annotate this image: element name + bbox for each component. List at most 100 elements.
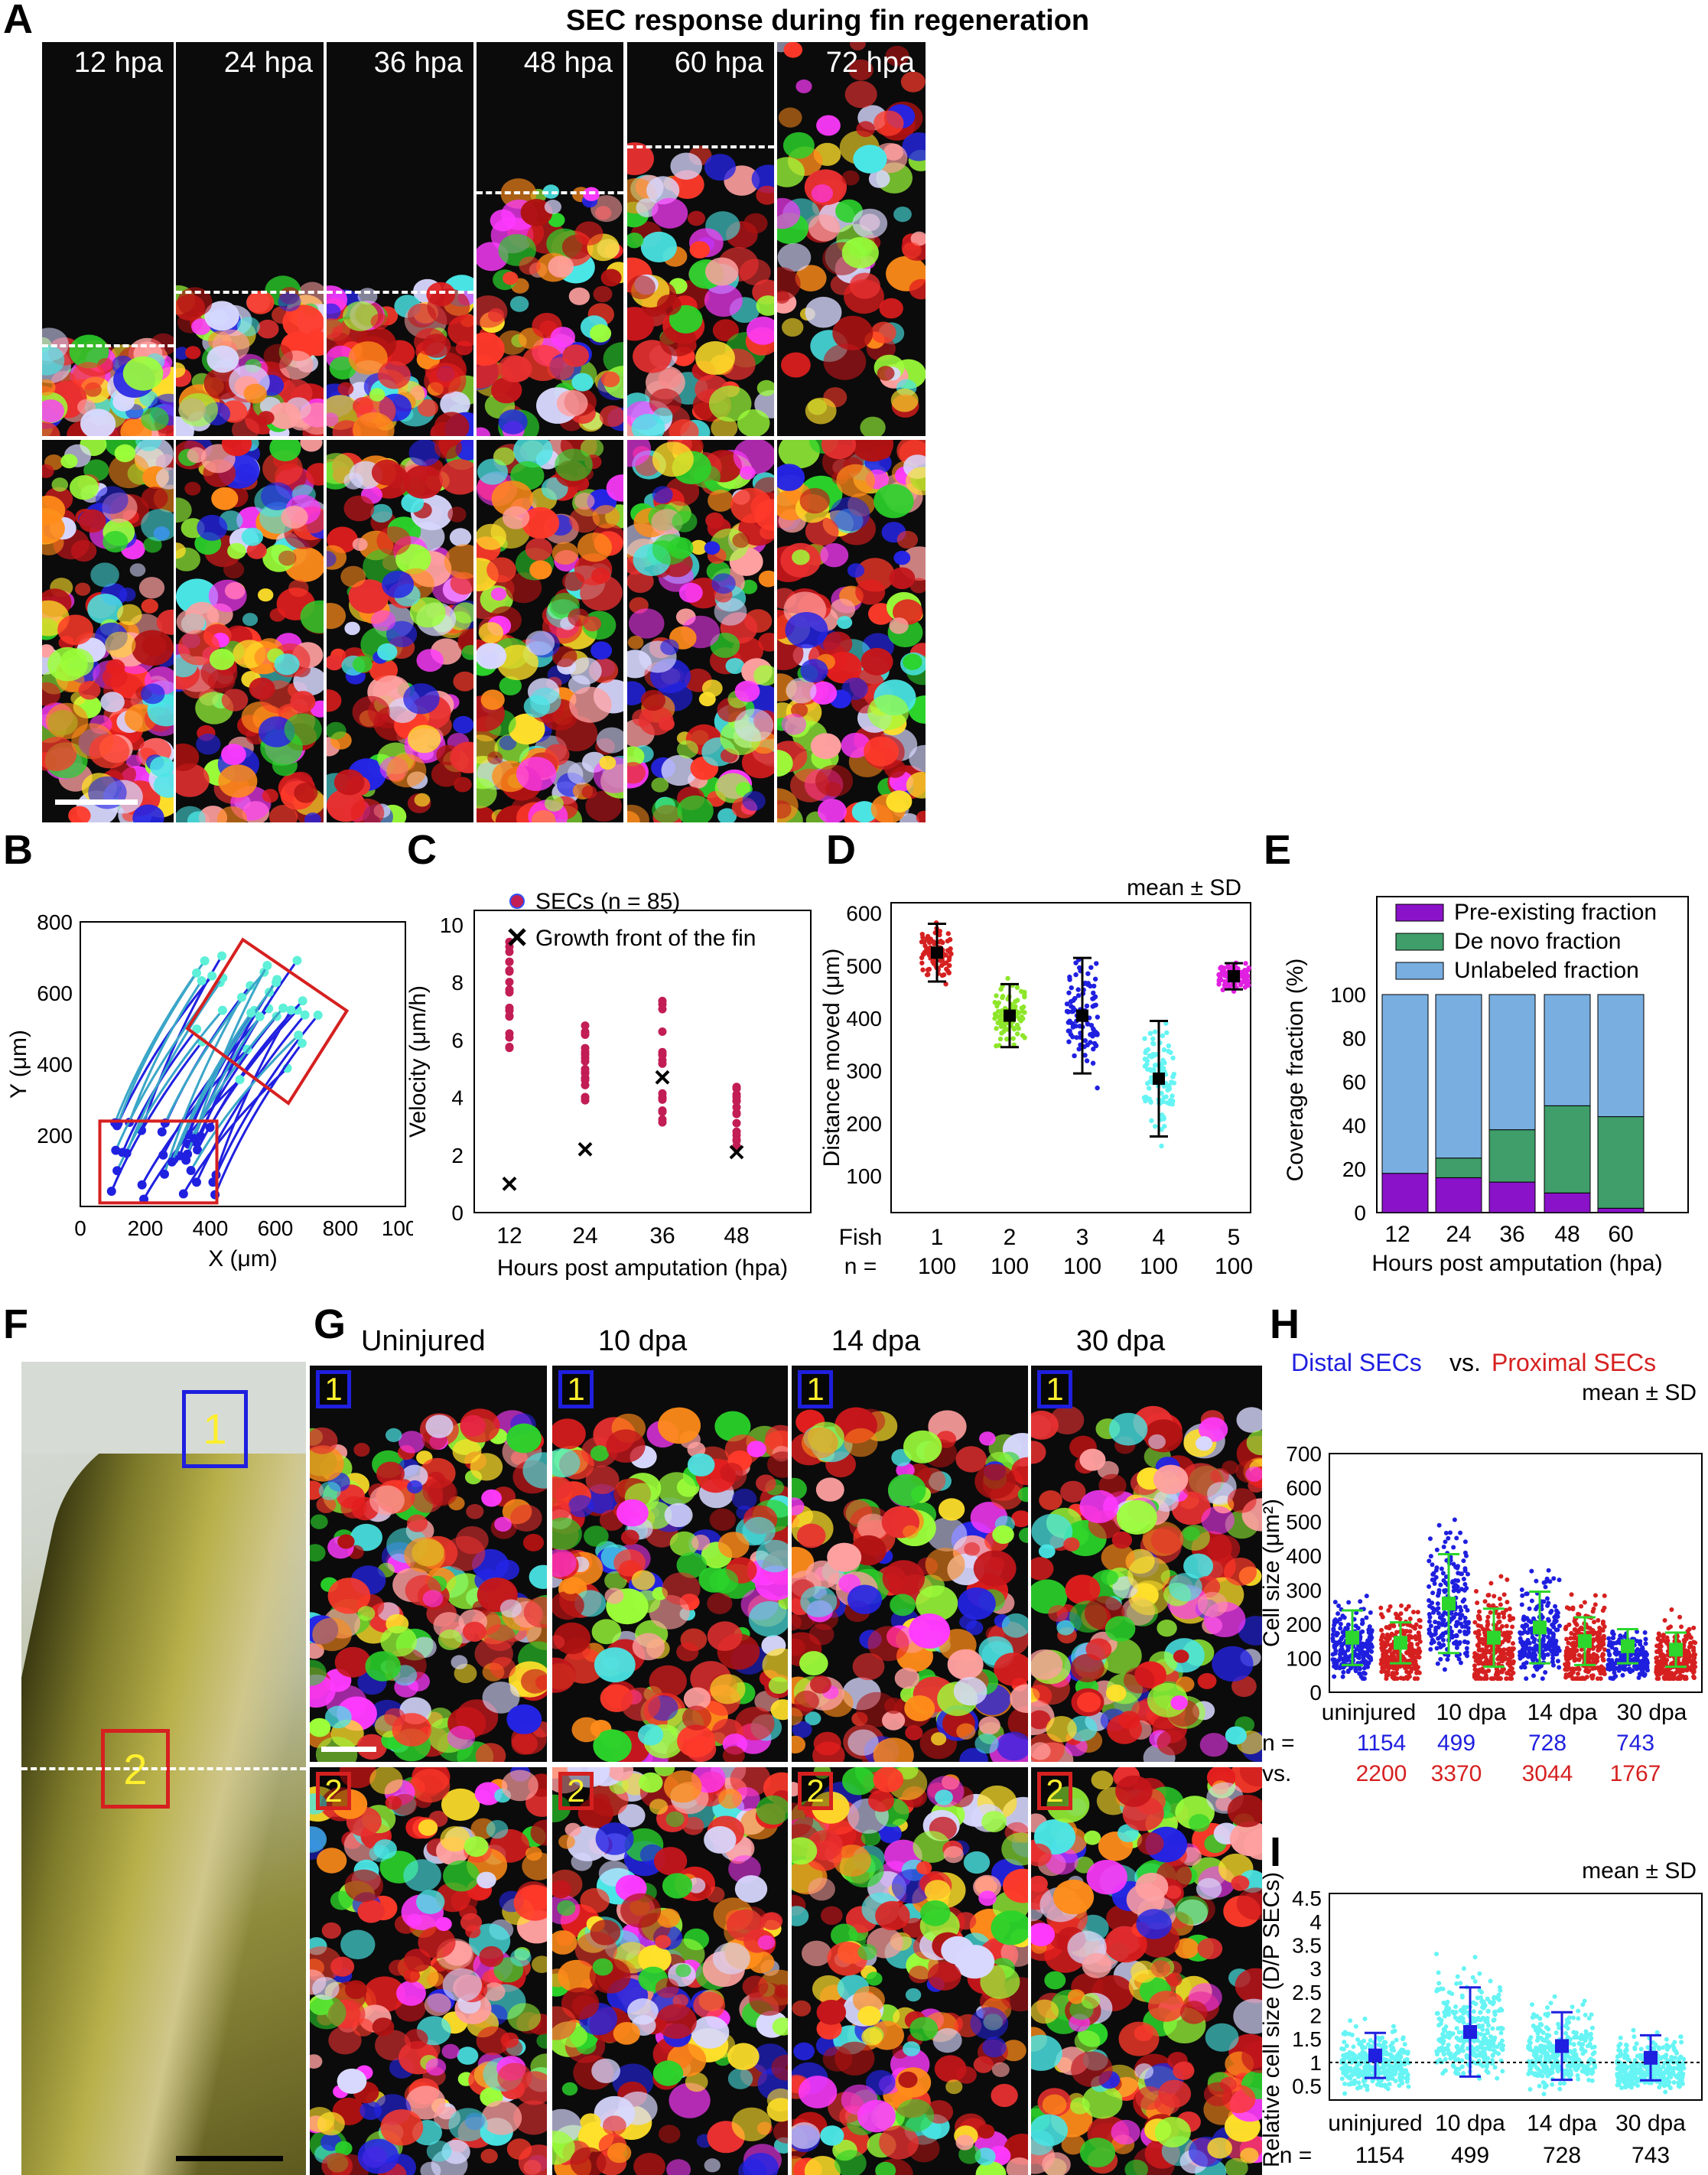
stacked-bar-segment: [1435, 1177, 1482, 1213]
cell-size-point: [1606, 1657, 1612, 1662]
y-tick-label: 500: [846, 954, 882, 978]
relative-size-point: [1361, 2051, 1366, 2056]
cell-size-point: [1587, 1626, 1593, 1631]
column-header: 30 dpa: [1075, 1325, 1166, 1357]
relative-size-point: [1589, 2012, 1594, 2017]
relative-size-point: [1490, 2001, 1495, 2007]
cell-size-point: [1427, 1536, 1433, 1542]
epithelial-cell: [327, 551, 337, 568]
panel-label-c: C: [407, 827, 437, 873]
cell-size-point: [1412, 1676, 1417, 1682]
trajectory-end-point: [313, 1010, 323, 1020]
cell-size-point: [1569, 1667, 1574, 1672]
cell-size-point: [1557, 1578, 1562, 1583]
relative-size-point: [1583, 2049, 1588, 2054]
cell-size-point: [1482, 1599, 1488, 1604]
mean-marker: [1644, 2050, 1658, 2065]
cell-size-point: [1379, 1627, 1384, 1633]
cell-size-point: [1338, 1621, 1343, 1626]
distance-point: [1146, 1086, 1152, 1091]
relative-size-point: [1479, 1990, 1485, 1995]
distance-point: [939, 972, 945, 978]
relative-size-point: [1380, 2065, 1385, 2070]
relative-size-point: [1632, 2046, 1638, 2052]
relative-size-point: [1451, 2064, 1456, 2069]
scale-bar: [176, 2156, 283, 2161]
relative-size-point: [1653, 2042, 1658, 2047]
cell-size-point: [1408, 1651, 1414, 1656]
trajectory-end-point: [200, 956, 210, 965]
relative-size-point: [1537, 2016, 1543, 2021]
cell-size-point: [1593, 1665, 1598, 1671]
cell-size-point: [1427, 1597, 1432, 1603]
epithelial-cell: [497, 355, 530, 383]
relative-size-point: [1553, 2030, 1559, 2035]
relative-size-point: [1488, 1978, 1493, 1984]
relative-size-point: [1538, 2028, 1544, 2033]
distance-point: [1166, 1043, 1171, 1049]
cell-size-point: [1451, 1545, 1456, 1550]
cell-size-point: [1522, 1629, 1527, 1634]
relative-size-point: [1438, 2037, 1443, 2042]
cell-size-point: [1573, 1648, 1579, 1653]
relative-size-point: [1567, 2067, 1573, 2072]
relative-size-point: [1459, 2058, 1465, 2063]
epithelial-cell: [428, 367, 461, 395]
relative-size-point: [1664, 2037, 1669, 2042]
cell-size-point: [1591, 1639, 1596, 1644]
cell-size-point: [1449, 1633, 1455, 1639]
relative-size-point: [1365, 2087, 1370, 2092]
cell-size-point: [1440, 1643, 1445, 1649]
relative-size-point: [1385, 2076, 1391, 2082]
cell-size-point: [1654, 1659, 1659, 1665]
relative-size-point: [1490, 2057, 1495, 2063]
mean-marker: [1463, 2025, 1477, 2040]
cell-size-point: [1601, 1667, 1606, 1672]
relative-size-point: [1362, 2082, 1368, 2088]
distance-point: [1166, 1048, 1171, 1054]
start-region-box: [98, 1119, 219, 1205]
distance-point: [1069, 985, 1074, 991]
mean-marker: [1394, 1636, 1407, 1650]
relative-size-point: [1402, 2057, 1407, 2063]
y-axis-label: Cell size (μm²): [1262, 1499, 1284, 1647]
cell-size-point: [1510, 1660, 1515, 1665]
cell-size-point: [1486, 1592, 1492, 1597]
epithelial-cell: [69, 475, 99, 500]
distance-point: [937, 932, 942, 938]
relative-size-point: [1440, 2040, 1446, 2046]
cell-size-point: [1466, 1630, 1471, 1635]
growth-front-marker: [577, 1141, 593, 1157]
relative-size-point: [1378, 2043, 1384, 2049]
cell-size-point: [1565, 1658, 1570, 1663]
epithelial-cell: [305, 463, 324, 486]
distance-point: [926, 972, 931, 978]
column-header: 10 dpa: [597, 1325, 688, 1357]
distance-point: [1082, 1053, 1088, 1058]
cell-size-point: [1462, 1566, 1468, 1571]
relative-size-point: [1582, 1998, 1587, 2004]
epithelial-cell: [42, 379, 56, 396]
relative-size-point: [1342, 2091, 1348, 2096]
cell-size-point: [1332, 1664, 1337, 1669]
y-tick-label: 600: [37, 982, 73, 1005]
sec-velocity-point: [581, 1057, 590, 1066]
cell-size-point: [1579, 1675, 1585, 1681]
relative-size-point: [1657, 2046, 1662, 2051]
cell-size-point: [1593, 1656, 1599, 1661]
distance-point: [920, 952, 926, 957]
panel-a-title: SEC response during fin regeneration: [566, 5, 1090, 37]
cell-size-point: [1436, 1620, 1441, 1626]
cell-trajectory: [163, 996, 243, 1175]
micrograph-36-hpa-upper: 36 hpa: [327, 42, 473, 436]
cell-size-point: [1479, 1648, 1484, 1653]
distance-point: [1065, 1009, 1071, 1014]
sec-velocity-point: [581, 1093, 590, 1102]
legend-swatch: [1395, 933, 1444, 951]
cell-size-point: [1611, 1635, 1616, 1640]
panel-label-g: G: [314, 1301, 346, 1347]
x-tick-label: 0: [74, 1216, 86, 1240]
panel-label-d: D: [826, 827, 856, 873]
cell-size-point: [1616, 1668, 1622, 1673]
trajectory-end-point: [246, 981, 255, 991]
